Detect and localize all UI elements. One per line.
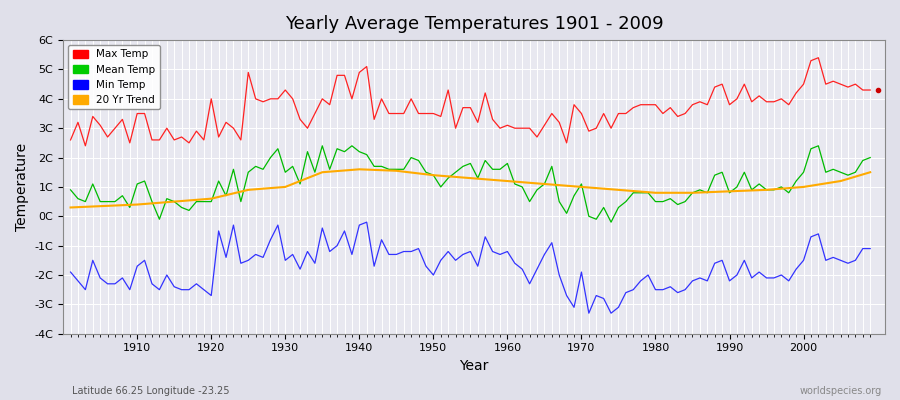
Text: worldspecies.org: worldspecies.org <box>800 386 882 396</box>
Text: Latitude 66.25 Longitude -23.25: Latitude 66.25 Longitude -23.25 <box>72 386 230 396</box>
Title: Yearly Average Temperatures 1901 - 2009: Yearly Average Temperatures 1901 - 2009 <box>284 15 663 33</box>
Y-axis label: Temperature: Temperature <box>15 143 29 231</box>
X-axis label: Year: Year <box>459 359 489 373</box>
Legend: Max Temp, Mean Temp, Min Temp, 20 Yr Trend: Max Temp, Mean Temp, Min Temp, 20 Yr Tre… <box>68 45 160 109</box>
